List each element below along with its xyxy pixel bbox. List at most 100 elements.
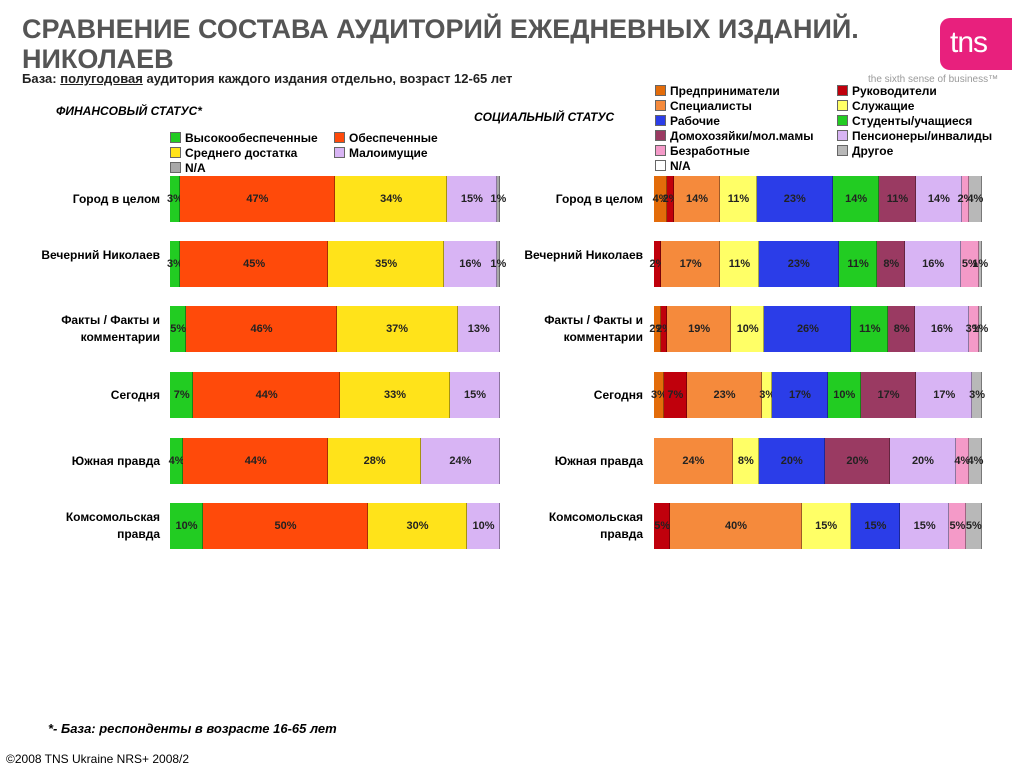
social-bar-segment <box>660 306 668 352</box>
social-data-label: 5% <box>654 520 671 532</box>
social-legend-label: N/A <box>670 159 691 173</box>
social-legend-swatch <box>655 160 666 171</box>
social-legend-label: Пенсионеры/инвалиды <box>852 129 993 143</box>
social-bar-segment <box>905 241 962 287</box>
social-bar-segment <box>764 306 852 352</box>
financial-bar-segment <box>420 438 500 484</box>
social-legend-label: Руководители <box>852 84 937 98</box>
social-data-label: 7% <box>667 389 684 401</box>
social-data-label: 16% <box>922 258 945 270</box>
social-data-label: 17% <box>679 258 702 270</box>
social-bar-segment <box>955 438 969 484</box>
social-category-label: Город в целом <box>555 191 643 206</box>
financial-data-label: 1% <box>490 258 507 270</box>
title-line-2: НИКОЛАЕВ <box>22 44 174 74</box>
social-data-label: 3% <box>965 323 982 335</box>
social-legend-item: Студенты/учащиеся <box>837 114 972 128</box>
financial-legend-item: N/A <box>170 161 206 175</box>
financial-bar-segment <box>496 176 500 222</box>
financial-data-label: 15% <box>463 389 487 401</box>
social-bar-segment <box>851 306 889 352</box>
financial-category-label: Сегодня <box>110 387 160 402</box>
social-data-label: 3% <box>759 389 776 401</box>
social-data-label: 4% <box>954 455 971 467</box>
social-data-label: 11% <box>859 323 881 335</box>
financial-data-label: 30% <box>406 520 429 532</box>
financial-bar-segment <box>170 241 180 287</box>
social-bar-segment <box>832 176 880 222</box>
financial-bar-segment <box>170 372 194 418</box>
social-legend-label: Предприниматели <box>670 84 780 98</box>
social-legend-swatch <box>655 130 666 141</box>
social-bar-segment <box>962 176 969 222</box>
social-data-label: 11% <box>728 258 751 270</box>
social-data-label: 20% <box>911 455 934 467</box>
social-legend-item: Домохозяйки/мол.мамы <box>655 129 813 143</box>
financial-data-label: 3% <box>166 193 183 205</box>
financial-category-label: Южная правда <box>71 453 160 468</box>
footnote: *- База: респонденты в возрасте 16-65 ле… <box>48 721 337 736</box>
social-bar-segment <box>673 176 721 222</box>
base-note: База: полугодовая аудитория каждого изда… <box>22 71 512 86</box>
social-category-label: Сегодня <box>593 387 643 402</box>
social-legend-swatch <box>837 145 848 156</box>
financial-bar: 4% 44% 28% 24% <box>169 438 500 484</box>
social-data-label: 8% <box>737 455 754 467</box>
social-legend-item: Безработные <box>655 144 750 158</box>
social-data-label: 23% <box>787 258 810 270</box>
social-bar-segment <box>654 306 661 352</box>
base-rest: аудитория каждого издания отдельно, возр… <box>146 71 513 86</box>
financial-legend-swatch <box>334 147 345 158</box>
social-legend-label: Студенты/учащиеся <box>852 114 973 128</box>
social-bar-segment <box>949 503 966 549</box>
social-data-label: 15% <box>815 520 838 532</box>
social-data-label: 17% <box>788 389 811 401</box>
financial-legend-swatch <box>170 132 181 143</box>
social-legend-swatch <box>837 85 848 96</box>
social-data-label: 5% <box>965 520 982 532</box>
social-bar-segment <box>968 438 982 484</box>
social-legend-item: N/A <box>655 159 691 173</box>
social-bar-segment <box>978 306 982 352</box>
financial-data-label: 10% <box>175 520 198 532</box>
social-bar-segment <box>660 241 721 287</box>
social-data-label: 5% <box>949 520 966 532</box>
financial-bar-segment <box>457 306 500 352</box>
financial-bar-segment <box>179 176 335 222</box>
financial-bar-segment <box>170 438 184 484</box>
social-bar-segment <box>900 503 950 549</box>
financial-data-label: 46% <box>250 323 273 335</box>
social-data-label: 3% <box>969 389 986 401</box>
social-legend-swatch <box>655 115 666 126</box>
social-bar-segment <box>654 176 668 222</box>
financial-bar-segment <box>496 241 500 287</box>
logo-text: tns <box>950 26 988 59</box>
social-data-label: 17% <box>933 389 956 401</box>
financial-category-label: Город в целом <box>72 191 160 206</box>
financial-bar-segment <box>186 306 337 352</box>
social-bar-segment <box>965 503 982 549</box>
social-category-label: Вечерний Николаев <box>524 248 643 262</box>
financial-category-label: Вечерний Николаев <box>41 248 160 262</box>
social-data-label: 4% <box>967 193 984 205</box>
social-data-label: 10% <box>736 323 759 335</box>
financial-legend-label: Малоимущие <box>349 146 428 160</box>
financial-data-label: 33% <box>383 389 407 401</box>
financial-legend-item: Среднего достатка <box>170 146 297 160</box>
financial-data-label: 16% <box>459 258 482 270</box>
social-legend-swatch <box>655 145 666 156</box>
social-bar: 2% 2% 19% 10% 26% 11% 8% 16% 3% 1% <box>649 306 988 352</box>
social-legend-item: Специалисты <box>655 99 752 113</box>
social-data-label: 14% <box>686 193 709 205</box>
social-legend-label: Служащие <box>852 99 915 113</box>
social-data-label: 15% <box>864 520 887 532</box>
social-bar-segment <box>686 372 763 418</box>
financial-bar-segment <box>340 372 450 418</box>
financial-legend-label: Высокообеспеченные <box>185 131 318 145</box>
social-legend-swatch <box>837 100 848 111</box>
social-bar-segment <box>762 372 773 418</box>
financial-bar-segment <box>328 438 421 484</box>
financial-data-label: 45% <box>243 258 266 270</box>
financial-legend-label: Среднего достатка <box>185 146 298 160</box>
financial-data-label: 13% <box>467 323 490 335</box>
